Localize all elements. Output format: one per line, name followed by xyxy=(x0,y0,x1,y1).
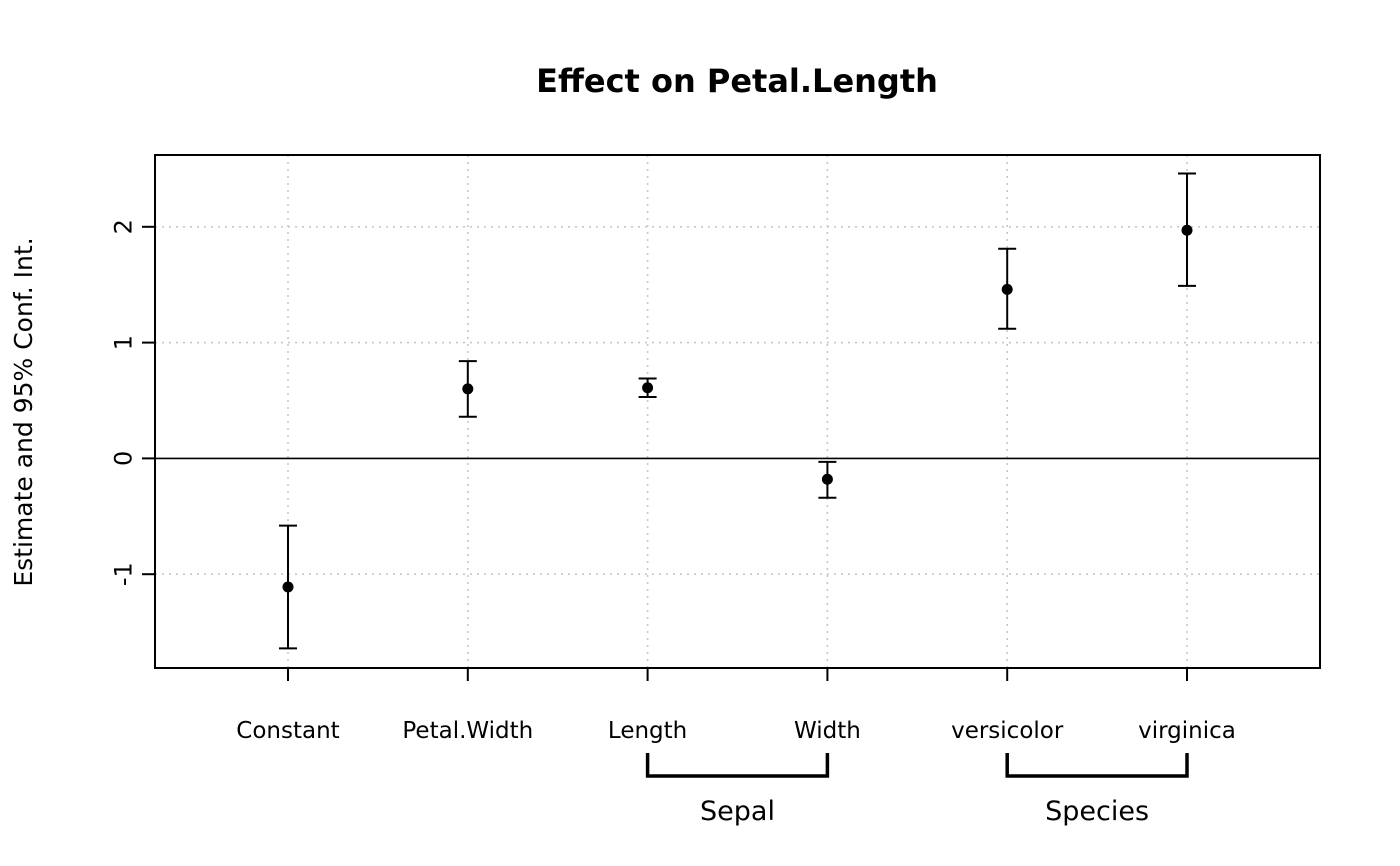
group-label: Sepal xyxy=(700,796,775,827)
y-tick-label: 2 xyxy=(109,219,137,234)
data-point xyxy=(642,382,654,394)
category-label: versicolor xyxy=(951,718,1064,744)
y-tick-label: 0 xyxy=(109,451,137,466)
data-point xyxy=(282,581,294,593)
category-label: Width xyxy=(794,718,861,744)
data-point xyxy=(1001,283,1013,295)
data-point xyxy=(1181,224,1193,236)
y-tick-label: 1 xyxy=(109,335,137,350)
category-label: Petal.Width xyxy=(402,718,533,744)
category-label: virginica xyxy=(1138,718,1236,744)
data-point xyxy=(462,383,474,395)
y-tick-label: -1 xyxy=(109,562,137,586)
chart-title: Effect on Petal.Length xyxy=(536,62,938,100)
plot-area: -1 0 1 2 Constant Petal.Width Length Width versi… xyxy=(109,154,1321,827)
group-bracket xyxy=(1005,753,1189,778)
group-label: Species xyxy=(1045,796,1149,827)
y-axis-label: Estimate and 95% Conf. Int. xyxy=(9,237,38,586)
category-label: Constant xyxy=(236,718,339,744)
group-bracket xyxy=(645,753,830,778)
category-label: Length xyxy=(608,718,687,744)
plot-frame xyxy=(154,154,1321,669)
data-point xyxy=(821,473,833,485)
